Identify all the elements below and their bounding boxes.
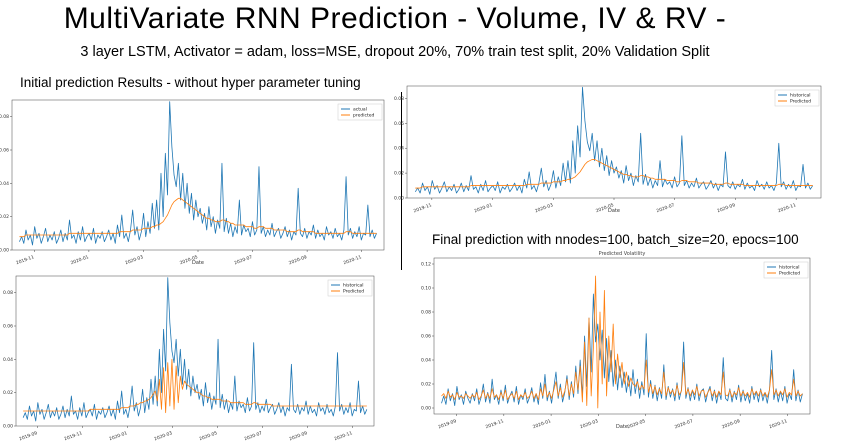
y-tick-label: 0.06 xyxy=(3,324,13,330)
series-line-historical xyxy=(414,86,814,195)
series-line-predicted xyxy=(441,275,803,409)
x-tick-label: 2020-11 xyxy=(343,254,363,266)
x-tick-label: 2020-03 xyxy=(534,202,554,214)
y-tick-label: 0.12 xyxy=(421,262,431,268)
y-tick-label: 0.06 xyxy=(394,121,404,127)
x-tick-label: 2020-09 xyxy=(288,430,308,442)
series-line-predicted xyxy=(19,197,377,238)
plot-frame xyxy=(433,257,811,415)
x-tick-label: 2020-11 xyxy=(768,418,788,430)
x-tick-label: 2020-07 xyxy=(674,418,694,430)
x-axis-label: Date xyxy=(616,424,628,430)
y-tick-label: 0.06 xyxy=(0,148,9,154)
x-tick-label: 2019-11 xyxy=(15,254,35,266)
y-tick-label: 0.06 xyxy=(421,334,431,340)
chart-svg-bottom-left: 0.00 0.02 0.04 0.06 0.08 2019-09 2019-11 2020-0… xyxy=(3,275,375,442)
y-tick-label: 0.02 xyxy=(421,382,431,388)
legend-label: Predicted xyxy=(790,99,811,105)
series-line-historical xyxy=(22,277,368,422)
x-axis-label: Date xyxy=(608,208,620,214)
plot-frame xyxy=(15,275,375,427)
x-tick-label: 2019-11 xyxy=(63,430,83,442)
chart-svg-top-left: 0.00 0.02 0.04 0.06 0.08 2019-11 2020-01 2020-0… xyxy=(0,99,385,266)
x-tick-label: 2020-11 xyxy=(777,202,797,214)
legend-label: Predicted xyxy=(779,271,800,277)
y-tick-label: 0.08 xyxy=(0,114,9,120)
x-tick-label: 2020-03 xyxy=(124,254,144,266)
legend-box xyxy=(763,261,809,279)
y-tick-label: 0.04 xyxy=(0,181,9,187)
y-tick-label: 0.04 xyxy=(394,146,404,152)
x-tick-label: 2019-09 xyxy=(18,430,38,442)
section-divider xyxy=(401,92,402,270)
page-title: MultiVariate RNN Prediction - Volume, IV… xyxy=(63,2,727,35)
x-tick-label: 2020-05 xyxy=(198,430,218,442)
x-tick-label: 2020-09 xyxy=(721,418,741,430)
legend-label: actual xyxy=(353,107,367,113)
x-tick-label: 2020-07 xyxy=(234,254,254,266)
x-tick-label: 2020-01 xyxy=(474,202,494,214)
y-tick-label: 0.04 xyxy=(3,357,13,363)
caption-initial-results: Initial prediction Results - without hyp… xyxy=(20,75,361,90)
chart-final-prediction-bottom-right: 0.00 0.02 0.04 0.06 0.08 0.10 0.12 2019-09 2019-… xyxy=(412,248,827,442)
y-tick-label: 0.04 xyxy=(421,358,431,364)
x-tick-label: 2020-05 xyxy=(627,418,647,430)
series-line-historical xyxy=(441,293,803,407)
x-tick-label: 2020-11 xyxy=(333,430,353,442)
caption-final-prediction: Final prediction with nnodes=100, batch_… xyxy=(432,232,799,247)
y-tick-label: 0.00 xyxy=(3,424,13,430)
y-tick-label: 0.08 xyxy=(421,310,431,316)
legend-box xyxy=(774,89,820,107)
y-tick-label: 0.08 xyxy=(394,96,404,102)
chart-title: Predicted Volatility xyxy=(599,251,646,257)
x-tick-label: 2020-01 xyxy=(108,430,128,442)
page-subtitle: 3 layer LSTM, Activator = adam, loss=MSE… xyxy=(80,44,710,60)
chart-initial-prediction-top-left: 0.00 0.02 0.04 0.06 0.08 2019-11 2020-01 2020-0… xyxy=(0,86,394,266)
x-tick-label: 2019-11 xyxy=(485,418,505,430)
legend-label: historical xyxy=(790,93,811,99)
x-tick-label: 2020-01 xyxy=(532,418,552,430)
series-line-predicted xyxy=(415,159,813,189)
series-line-predicted xyxy=(23,358,367,414)
y-tick-label: 0.00 xyxy=(0,248,9,254)
chart-initial-prediction-top-right: 0.00 0.02 0.04 0.06 0.08 2019-11 2020-01 2020-0… xyxy=(394,80,835,230)
y-tick-label: 0.08 xyxy=(3,290,13,296)
x-tick-label: 2020-07 xyxy=(656,202,676,214)
legend-label: Predicted xyxy=(343,289,364,295)
x-axis-label: Date xyxy=(192,260,204,266)
x-tick-label: 2020-01 xyxy=(70,254,90,266)
series-line-actual xyxy=(19,101,377,246)
x-tick-label: 2020-03 xyxy=(579,418,599,430)
x-tick-label: 2020-07 xyxy=(243,430,263,442)
legend-label: historical xyxy=(779,265,800,271)
x-tick-label: 2019-09 xyxy=(438,418,458,430)
x-tick-label: 2020-09 xyxy=(716,202,736,214)
y-tick-label: 0.02 xyxy=(3,390,13,396)
legend-label: historical xyxy=(343,283,364,289)
legend-box xyxy=(337,103,383,121)
plot-frame xyxy=(11,99,385,251)
y-tick-label: 0.10 xyxy=(421,286,431,292)
chart-initial-prediction-bottom-left: 0.00 0.02 0.04 0.06 0.08 2019-09 2019-11 2020-0… xyxy=(2,270,388,442)
y-tick-label: 0.00 xyxy=(421,406,431,412)
y-tick-label: 0.02 xyxy=(0,214,9,220)
legend-box xyxy=(327,279,373,297)
chart-svg-bottom-right: 0.00 0.02 0.04 0.06 0.08 0.10 0.12 2019-09 2019-… xyxy=(421,251,811,430)
plot-frame xyxy=(406,85,822,199)
legend-label: predicted xyxy=(353,113,374,119)
chart-svg-top-right: 0.00 0.02 0.04 0.06 0.08 2019-11 2020-01 2020-0… xyxy=(394,85,822,214)
x-tick-label: 2019-11 xyxy=(413,202,433,214)
x-tick-label: 2020-03 xyxy=(153,430,173,442)
y-tick-label: 0.02 xyxy=(394,171,404,177)
x-tick-label: 2020-09 xyxy=(288,254,308,266)
y-tick-label: 0.00 xyxy=(394,196,404,202)
